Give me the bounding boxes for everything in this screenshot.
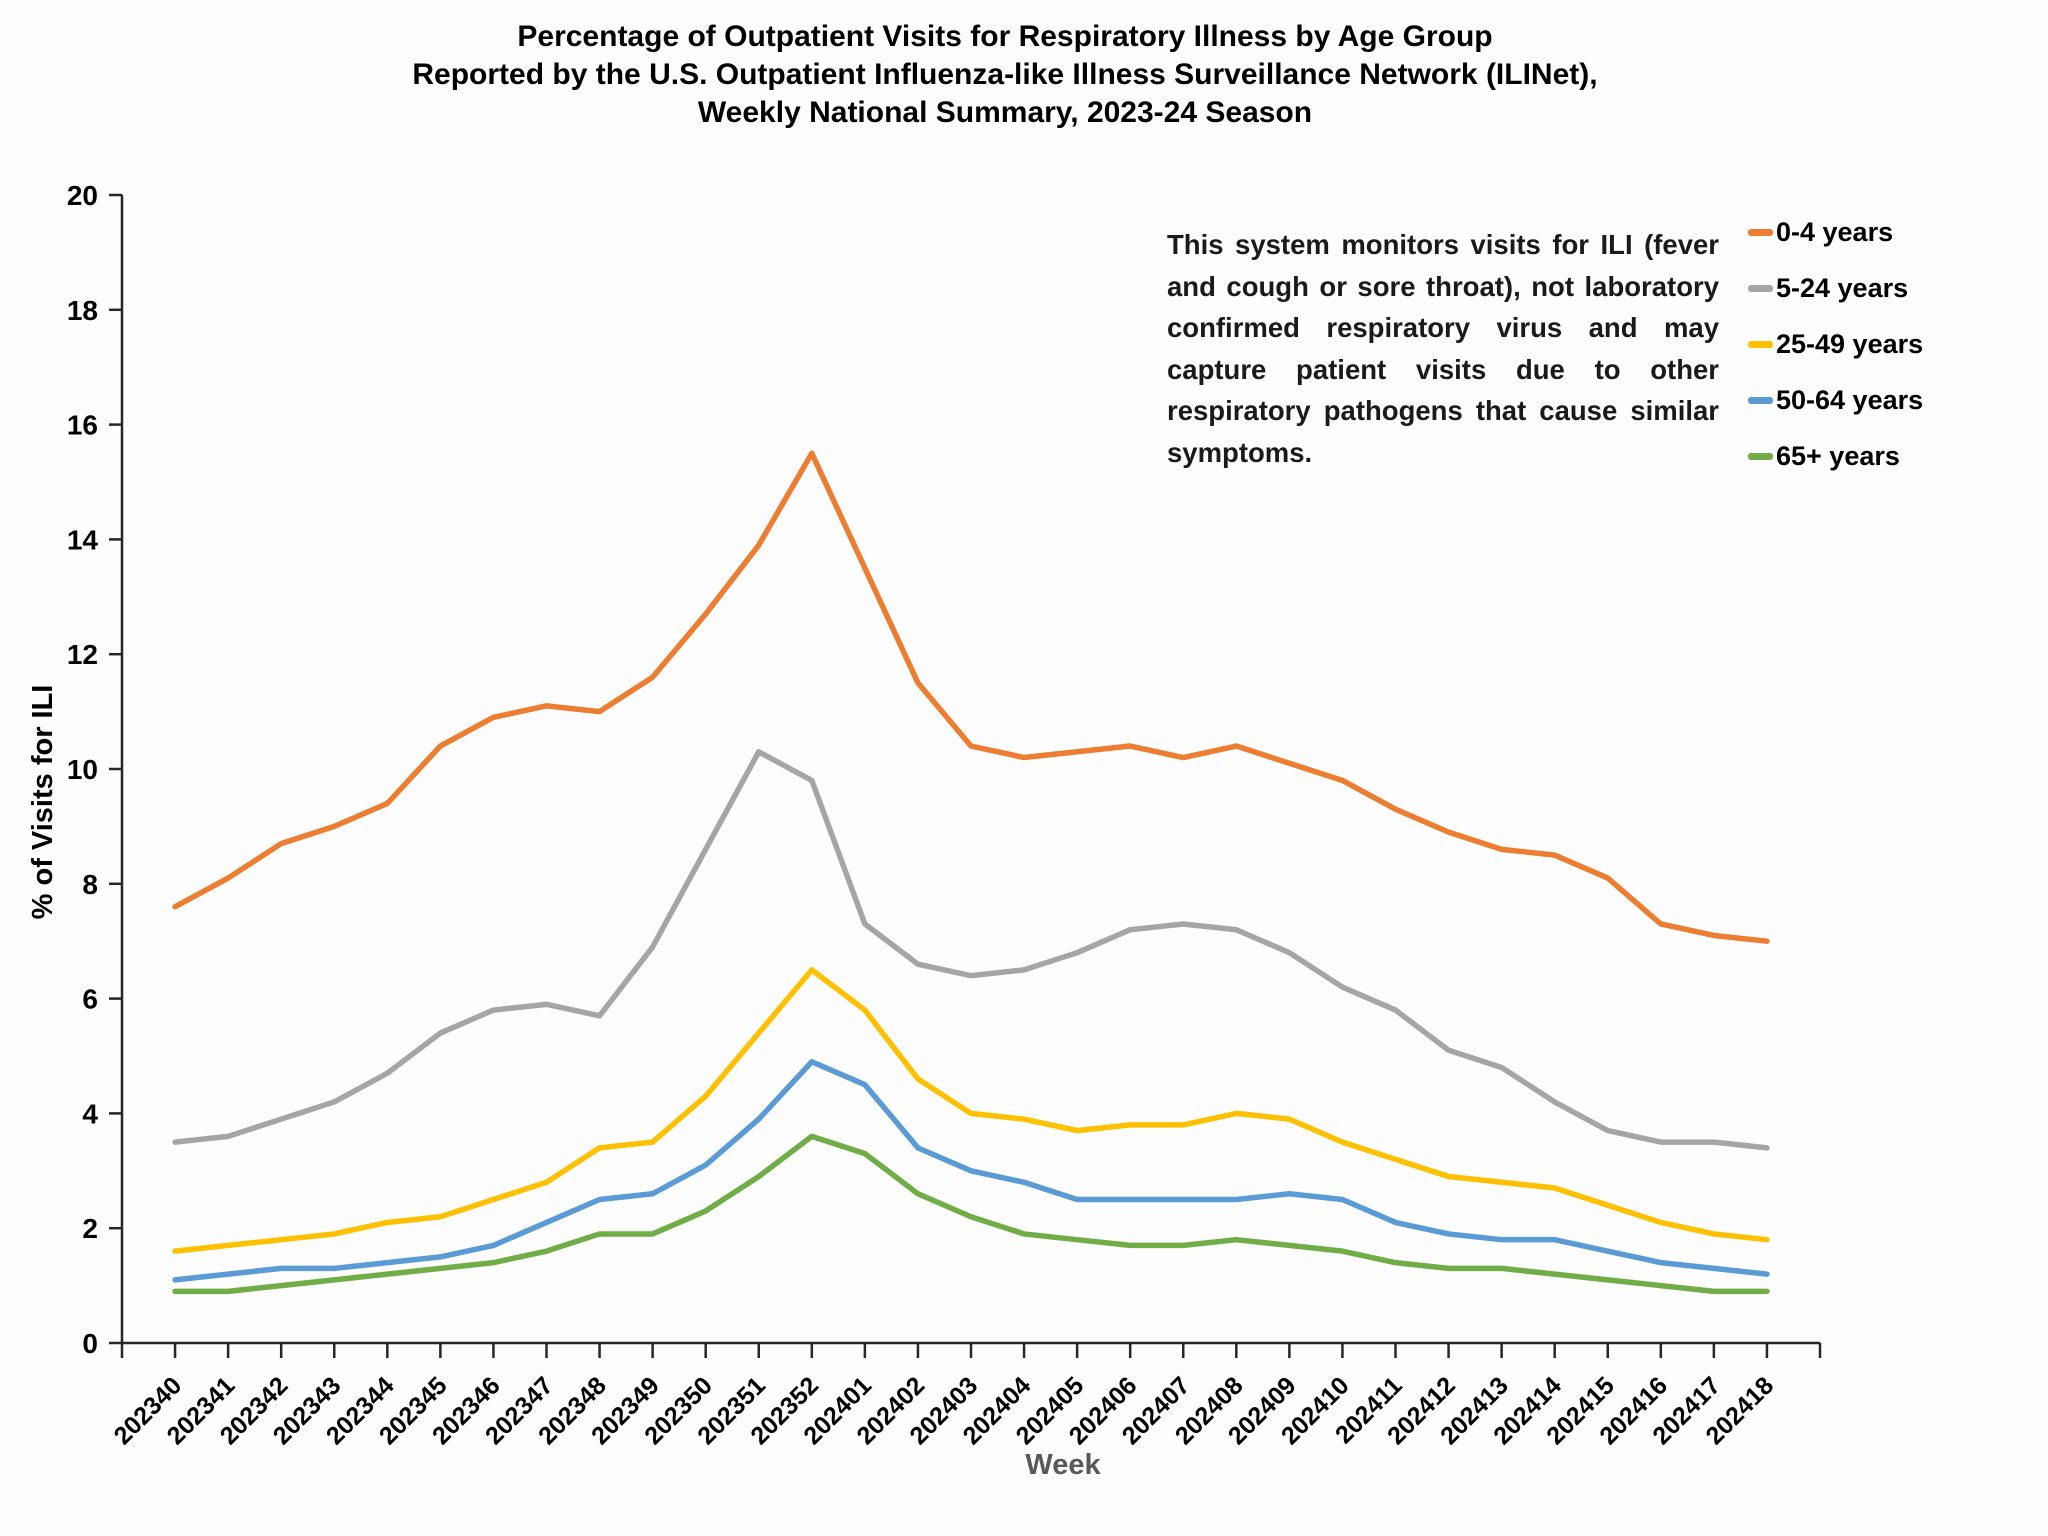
y-tick-label: 8 — [82, 869, 98, 900]
y-tick-label: 0 — [82, 1328, 98, 1359]
y-tick-label: 2 — [82, 1213, 98, 1244]
y-tick-label: 16 — [67, 410, 98, 441]
legend-item: 50-64 years — [1748, 385, 1923, 415]
y-tick-label: 12 — [67, 639, 98, 670]
legend-swatch-icon — [1748, 396, 1773, 404]
legend-label: 25-49 years — [1776, 328, 1924, 359]
y-tick-label: 14 — [67, 524, 99, 555]
legend-label: 50-64 years — [1776, 384, 1924, 415]
series-line-50-64-years — [172, 1058, 1770, 1283]
legend-item: 65+ years — [1748, 441, 1923, 471]
chart-title: Percentage of Outpatient Visits for Resp… — [0, 18, 2010, 132]
series-line-65+-years — [172, 1133, 1770, 1295]
y-tick-label: 10 — [67, 754, 98, 785]
legend-swatch-icon — [1748, 228, 1773, 236]
legend-label: 65+ years — [1776, 440, 1900, 471]
legend-label: 5-24 years — [1776, 272, 1909, 303]
chart-annotation: This system monitors visits for ILI (fev… — [1167, 229, 1719, 468]
y-tick-label: 20 — [67, 180, 98, 211]
chart-title-line2: Reported by the U.S. Outpatient Influenz… — [412, 58, 1598, 91]
legend-item: 25-49 years — [1748, 329, 1923, 359]
legend-label: 0-4 years — [1776, 216, 1894, 247]
y-axis-title: % of Visits for ILI — [27, 685, 59, 920]
y-tick-label: 18 — [67, 295, 98, 326]
legend-item: 5-24 years — [1748, 273, 1923, 303]
legend-item: 0-4 years — [1748, 217, 1923, 247]
legend-swatch-icon — [1748, 340, 1773, 348]
chart-title-line3: Weekly National Summary, 2023-24 Season — [697, 96, 1313, 129]
series-line-0-4-years — [172, 450, 1770, 944]
series-line-25-49-years — [172, 967, 1770, 1254]
y-tick-label: 6 — [82, 984, 98, 1015]
x-axis-title: Week — [1025, 1449, 1101, 1481]
chart-title-line1: Percentage of Outpatient Visits for Resp… — [517, 20, 1493, 53]
legend-swatch-icon — [1748, 284, 1773, 292]
series-line-5-24-years — [172, 749, 1770, 1151]
legend-swatch-icon — [1748, 452, 1773, 460]
chart-legend: 0-4 years 5-24 years 25-49 years 50-64 year… — [1748, 217, 1923, 497]
y-tick-label: 4 — [82, 1098, 98, 1129]
